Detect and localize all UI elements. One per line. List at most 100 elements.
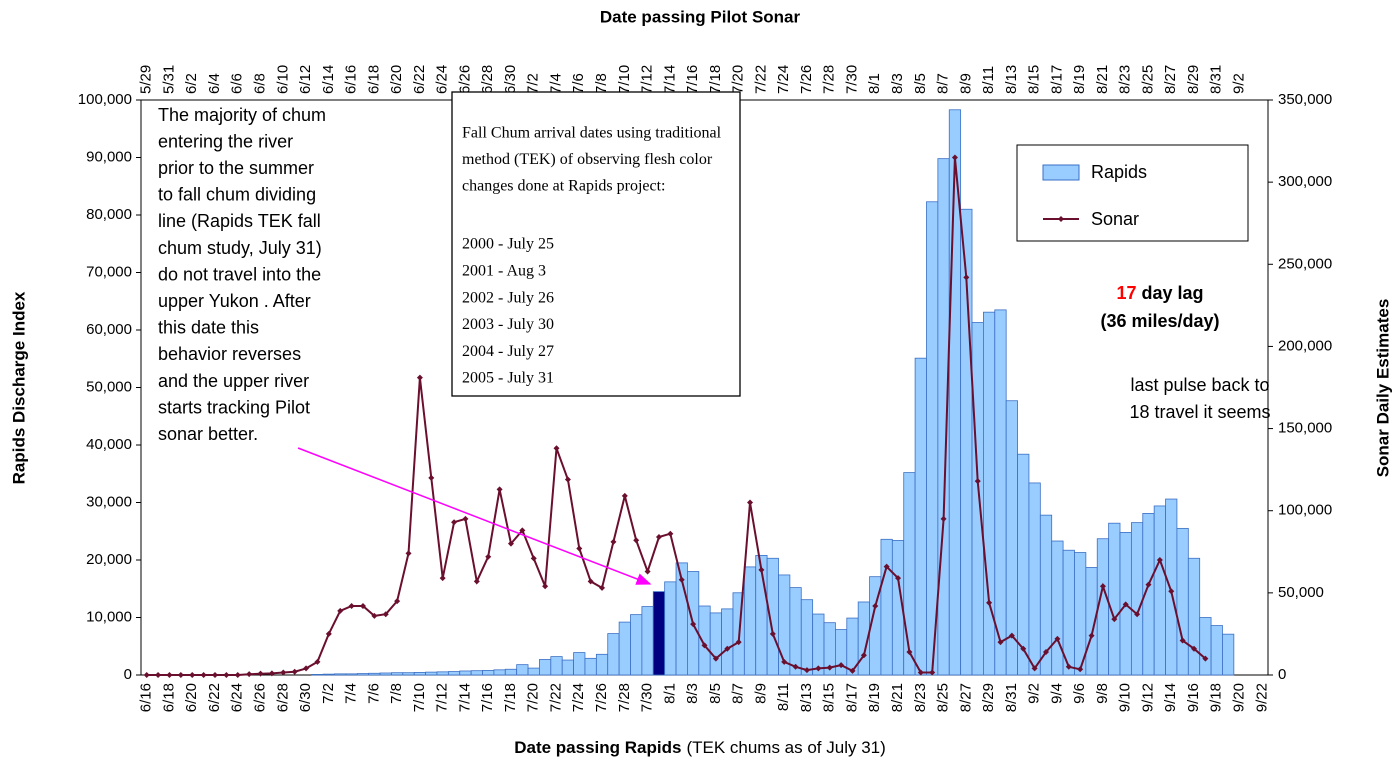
x-tick-label: 7/28 [616, 683, 633, 712]
left-note-line: to fall chum dividing [158, 185, 316, 205]
top-axis-title: Date passing Pilot Sonar [600, 7, 801, 26]
y-tick-label: 10,000 [86, 608, 132, 625]
sonar-marker [143, 672, 150, 678]
x-top-tick-label: 6/2 [183, 73, 200, 94]
x-top-tick-label: 6/30 [502, 65, 519, 94]
x-tick-label: 9/4 [1048, 683, 1065, 704]
x-tick-label: 9/2 [1026, 683, 1043, 704]
bar [880, 538, 893, 676]
bar [721, 608, 734, 676]
left-note-line: The majority of chum [158, 105, 326, 125]
x-top-tick-label: 5/31 [160, 65, 177, 94]
tek-year-line: 2000 - July 25 [462, 236, 554, 253]
legend: Rapids Sonar [1042, 162, 1147, 229]
y-tick-label: 40,000 [86, 436, 132, 453]
lag-text: day lag [1142, 283, 1204, 303]
bar [926, 201, 939, 676]
bar [470, 670, 483, 676]
bar [914, 357, 927, 676]
x-top-tick-label: 8/17 [1048, 65, 1065, 94]
x-top-tick-label: 6/10 [274, 65, 291, 94]
bar [698, 605, 711, 676]
x-tick-label: 8/31 [1003, 683, 1020, 712]
sonar-marker [633, 537, 640, 544]
sonar-marker [678, 576, 685, 583]
sonar-marker [1191, 645, 1198, 652]
sonar-marker [359, 603, 366, 609]
legend-marker [1058, 216, 1064, 222]
sonar-marker [929, 669, 936, 676]
bar [903, 472, 916, 676]
sonar-marker [200, 672, 207, 678]
x-tick-label: 8/17 [843, 683, 860, 712]
x-tick-label: 9/18 [1208, 683, 1225, 712]
x-top-tick-label: 8/29 [1185, 65, 1202, 94]
bar [1153, 505, 1166, 676]
y-tick-label: 60,000 [86, 321, 132, 338]
lag-speed: (36 miles/day) [1100, 311, 1219, 331]
bar [994, 309, 1007, 676]
x-top-tick-label: 8/3 [889, 73, 906, 94]
bar [356, 673, 370, 676]
sonar-marker [405, 550, 412, 557]
bar [527, 667, 540, 676]
x-top-tick-label: 6/20 [388, 65, 405, 94]
sonar-marker [564, 476, 571, 483]
sonar-marker [1122, 601, 1129, 608]
x-top-tick-label: 8/27 [1162, 65, 1179, 94]
bar [1108, 522, 1121, 676]
left-note-line: this date this [158, 318, 259, 338]
x-top-tick-label: 7/6 [570, 73, 587, 94]
left-note-line: do not travel into the [158, 264, 321, 284]
x-tick-label: 7/24 [570, 683, 587, 712]
x-tick-label: 7/8 [388, 683, 405, 704]
sonar-marker [394, 598, 401, 605]
x-top-tick-label: 8/1 [866, 73, 883, 94]
x-top-tick-label: 6/26 [456, 65, 473, 94]
y2-tick-label: 0 [1278, 666, 1286, 683]
bar [504, 668, 518, 676]
tek-year-line: 2001 - Aug 3 [462, 262, 546, 279]
plot-area: 0 10,000 20,000 30,000 40,000 50,000 60,000 70,… [78, 65, 1332, 712]
x-tick-label: 7/6 [365, 683, 382, 704]
bar [1210, 625, 1223, 676]
tek-box [451, 91, 741, 397]
x-top-tick-label: 8/15 [1026, 65, 1043, 94]
x-top-tick-label: 7/30 [843, 65, 860, 94]
left-note-line: behavior reverses [158, 344, 301, 364]
sonar-marker [712, 655, 719, 662]
bar [402, 672, 415, 676]
sonar-marker [576, 545, 583, 552]
sonar-marker [428, 474, 435, 481]
sonar-marker [337, 607, 344, 614]
x-tick-label: 9/8 [1094, 683, 1111, 704]
x-top-tick-label: 7/24 [775, 65, 792, 94]
sonar-marker [838, 662, 845, 669]
sonar-marker [1179, 637, 1186, 644]
x-tick-label: 8/1 [661, 683, 678, 704]
x-tick-label: 8/7 [730, 683, 747, 704]
x-tick-label: 9/20 [1231, 683, 1248, 712]
x-tick-label: 7/26 [593, 683, 610, 712]
bar [800, 599, 814, 676]
y2-tick-label: 150,000 [1278, 420, 1332, 437]
y-axis-title: Rapids Discharge Index [9, 291, 28, 484]
x-tick-label: 8/29 [980, 683, 997, 712]
sonar-marker [644, 568, 651, 575]
bar [539, 659, 552, 676]
bottom-axis-title: Date passing Rapids (TEK chums as of July… [514, 738, 886, 757]
x-tick-label: 7/20 [525, 683, 542, 712]
bar [311, 674, 324, 676]
sonar-marker [815, 665, 822, 672]
x-top-tick-label: 6/8 [251, 73, 268, 94]
bottom-axis-title-note: (TEK chums as of July 31) [686, 738, 885, 757]
x-tick-label: 6/30 [297, 683, 314, 712]
sonar-marker [303, 665, 310, 672]
bar [482, 670, 495, 676]
lag-number: 17 [1116, 283, 1136, 303]
y-tick-label: 80,000 [86, 206, 132, 223]
y2-tick-label: 300,000 [1278, 173, 1332, 190]
x-tick-label: 6/22 [206, 683, 223, 712]
bar [971, 322, 984, 676]
sonar-marker [553, 445, 560, 452]
